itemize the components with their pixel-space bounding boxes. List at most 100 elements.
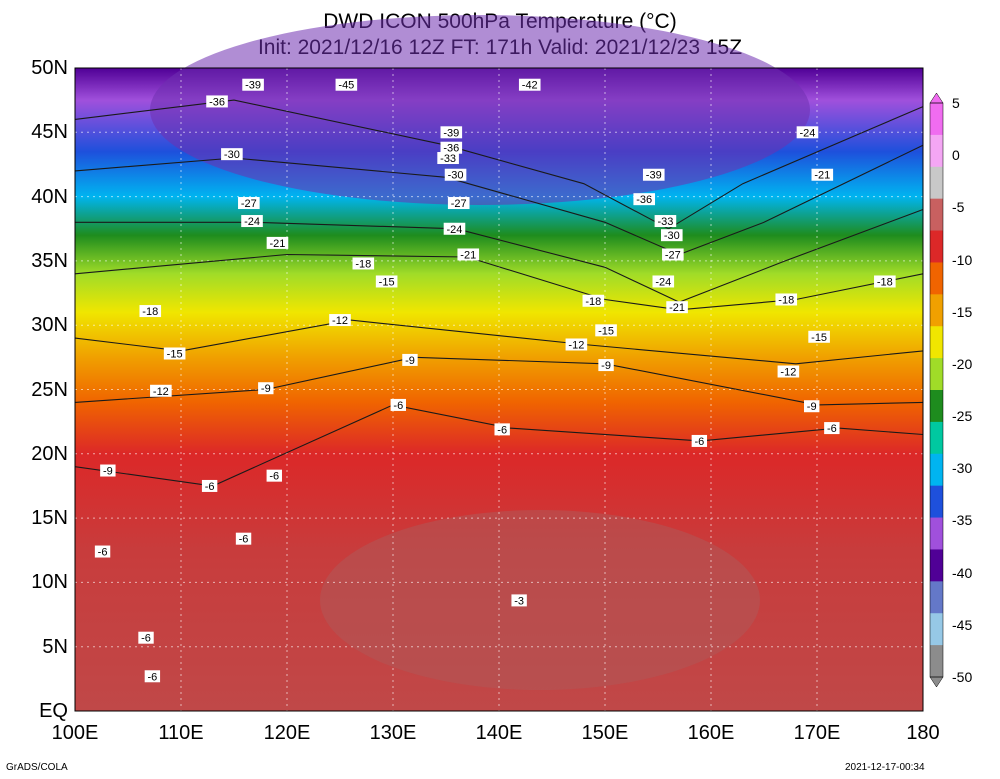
footer-timestamp: 2021-12-17-00:34	[845, 762, 925, 773]
colorbar-swatch	[930, 645, 943, 678]
contour-label: -6	[266, 469, 282, 483]
contour-label: -24	[241, 215, 263, 228]
latitude-label: 30N	[31, 314, 68, 337]
footer-credit: GrADS/COLA	[6, 762, 68, 773]
svg-text:-24: -24	[447, 224, 463, 236]
contour-label: -18	[582, 294, 605, 308]
colorbar-swatch	[930, 103, 943, 136]
contour-label: -21	[666, 301, 688, 314]
latitude-label: 15N	[31, 507, 68, 530]
svg-text:-18: -18	[877, 276, 893, 288]
colorbar	[929, 92, 944, 688]
colorbar-swatch	[930, 549, 943, 582]
contour-label: -15	[808, 330, 830, 344]
contour-label: -24	[443, 222, 466, 236]
latitude-label: 10N	[31, 571, 68, 594]
colorbar-swatch	[930, 358, 943, 391]
contour-label: -24	[652, 275, 675, 288]
svg-text:-21: -21	[814, 170, 830, 182]
svg-text:-18: -18	[778, 294, 794, 306]
svg-text:-6: -6	[239, 534, 249, 546]
contour-label: -9	[100, 464, 116, 478]
contour-label: -21	[457, 248, 480, 261]
svg-text:-6: -6	[147, 671, 157, 683]
svg-text:-9: -9	[807, 401, 817, 413]
svg-text:-27: -27	[241, 198, 257, 210]
contour-label: -9	[402, 353, 418, 367]
latitude-label: 40N	[31, 185, 68, 208]
contour-label: -9	[804, 400, 820, 413]
longitude-label: 110E	[158, 722, 204, 744]
svg-text:-18: -18	[355, 258, 371, 270]
svg-text:-12: -12	[153, 386, 169, 398]
contour-label: -12	[565, 338, 588, 351]
latitude-label: EQ	[39, 700, 68, 722]
contour-label: -6	[494, 423, 510, 436]
colorbar-label: -20	[952, 355, 973, 372]
svg-text:-21: -21	[460, 249, 476, 261]
svg-text:-6: -6	[694, 436, 704, 448]
contour-label: -6	[824, 422, 840, 435]
contour-label: -27	[238, 197, 260, 210]
contour-labels: -39 -45 -42-36-39-36-33-30-30 -39-36-33-30-…	[94, 78, 896, 683]
svg-text:-24: -24	[800, 127, 816, 139]
svg-text:-15: -15	[598, 325, 614, 337]
svg-text:-42: -42	[522, 80, 538, 92]
svg-text:-6: -6	[98, 547, 108, 559]
colorbar-label: -35	[952, 512, 973, 529]
svg-text:-30: -30	[448, 170, 464, 182]
svg-text:-39: -39	[245, 80, 261, 92]
colorbar-swatch	[930, 421, 943, 455]
colorbar-label: -30	[952, 460, 973, 477]
svg-text:-12: -12	[780, 366, 796, 378]
svg-text:-12: -12	[568, 339, 584, 351]
contour-label: -33	[437, 152, 459, 165]
warm-patch	[320, 510, 760, 690]
svg-text:-33: -33	[440, 153, 456, 165]
svg-text:-18: -18	[585, 296, 601, 308]
svg-text:-24: -24	[244, 216, 260, 228]
colorbar-label: -10	[952, 251, 973, 268]
svg-text:-27: -27	[451, 198, 467, 210]
longitude-label: 170E	[793, 722, 841, 744]
contour-label: -6	[138, 631, 154, 645]
svg-text:-9: -9	[601, 360, 611, 372]
svg-text:-15: -15	[167, 348, 183, 360]
contour-label: -6	[235, 532, 252, 546]
svg-text:-9: -9	[405, 355, 415, 367]
svg-text:-9: -9	[103, 466, 113, 478]
contour-label: -6	[201, 479, 218, 493]
svg-text:-24: -24	[655, 276, 671, 288]
colorbar-label: 0	[952, 147, 960, 164]
longitude-label: 180	[906, 722, 940, 744]
contour-label: -9	[258, 382, 274, 395]
svg-text:-6: -6	[393, 400, 403, 412]
latitude-label: 5N	[42, 635, 68, 658]
svg-text:-27: -27	[665, 249, 681, 261]
contour-label: -15	[595, 324, 617, 337]
isotherm-line	[74, 319, 924, 365]
colorbar-swatch	[930, 485, 943, 519]
contour-label: -18	[139, 305, 162, 318]
contour-label: -6	[390, 398, 406, 412]
contour-label: -12	[329, 314, 351, 327]
colorbar-swatch	[930, 390, 943, 423]
colorbar-label: -50	[952, 669, 973, 685]
isotherm-line	[74, 356, 924, 406]
colorbar-swatch	[930, 134, 943, 168]
colorbar-swatch	[930, 613, 943, 646]
contour-label: -18	[775, 293, 798, 306]
contour-label: -39	[440, 126, 463, 139]
svg-text:-15: -15	[811, 332, 827, 344]
contour-label: -21	[266, 236, 289, 250]
colorbar-swatch	[930, 326, 943, 359]
latitude-label: 50N	[31, 57, 68, 79]
contour-label: -24	[796, 126, 819, 139]
svg-text:-36: -36	[443, 143, 459, 155]
longitude-label: 100E	[51, 722, 99, 744]
contour-label: -27	[662, 248, 684, 261]
contour-label: -33	[654, 215, 677, 228]
colorbar-swatch	[930, 262, 943, 295]
svg-text:-21: -21	[669, 302, 685, 314]
